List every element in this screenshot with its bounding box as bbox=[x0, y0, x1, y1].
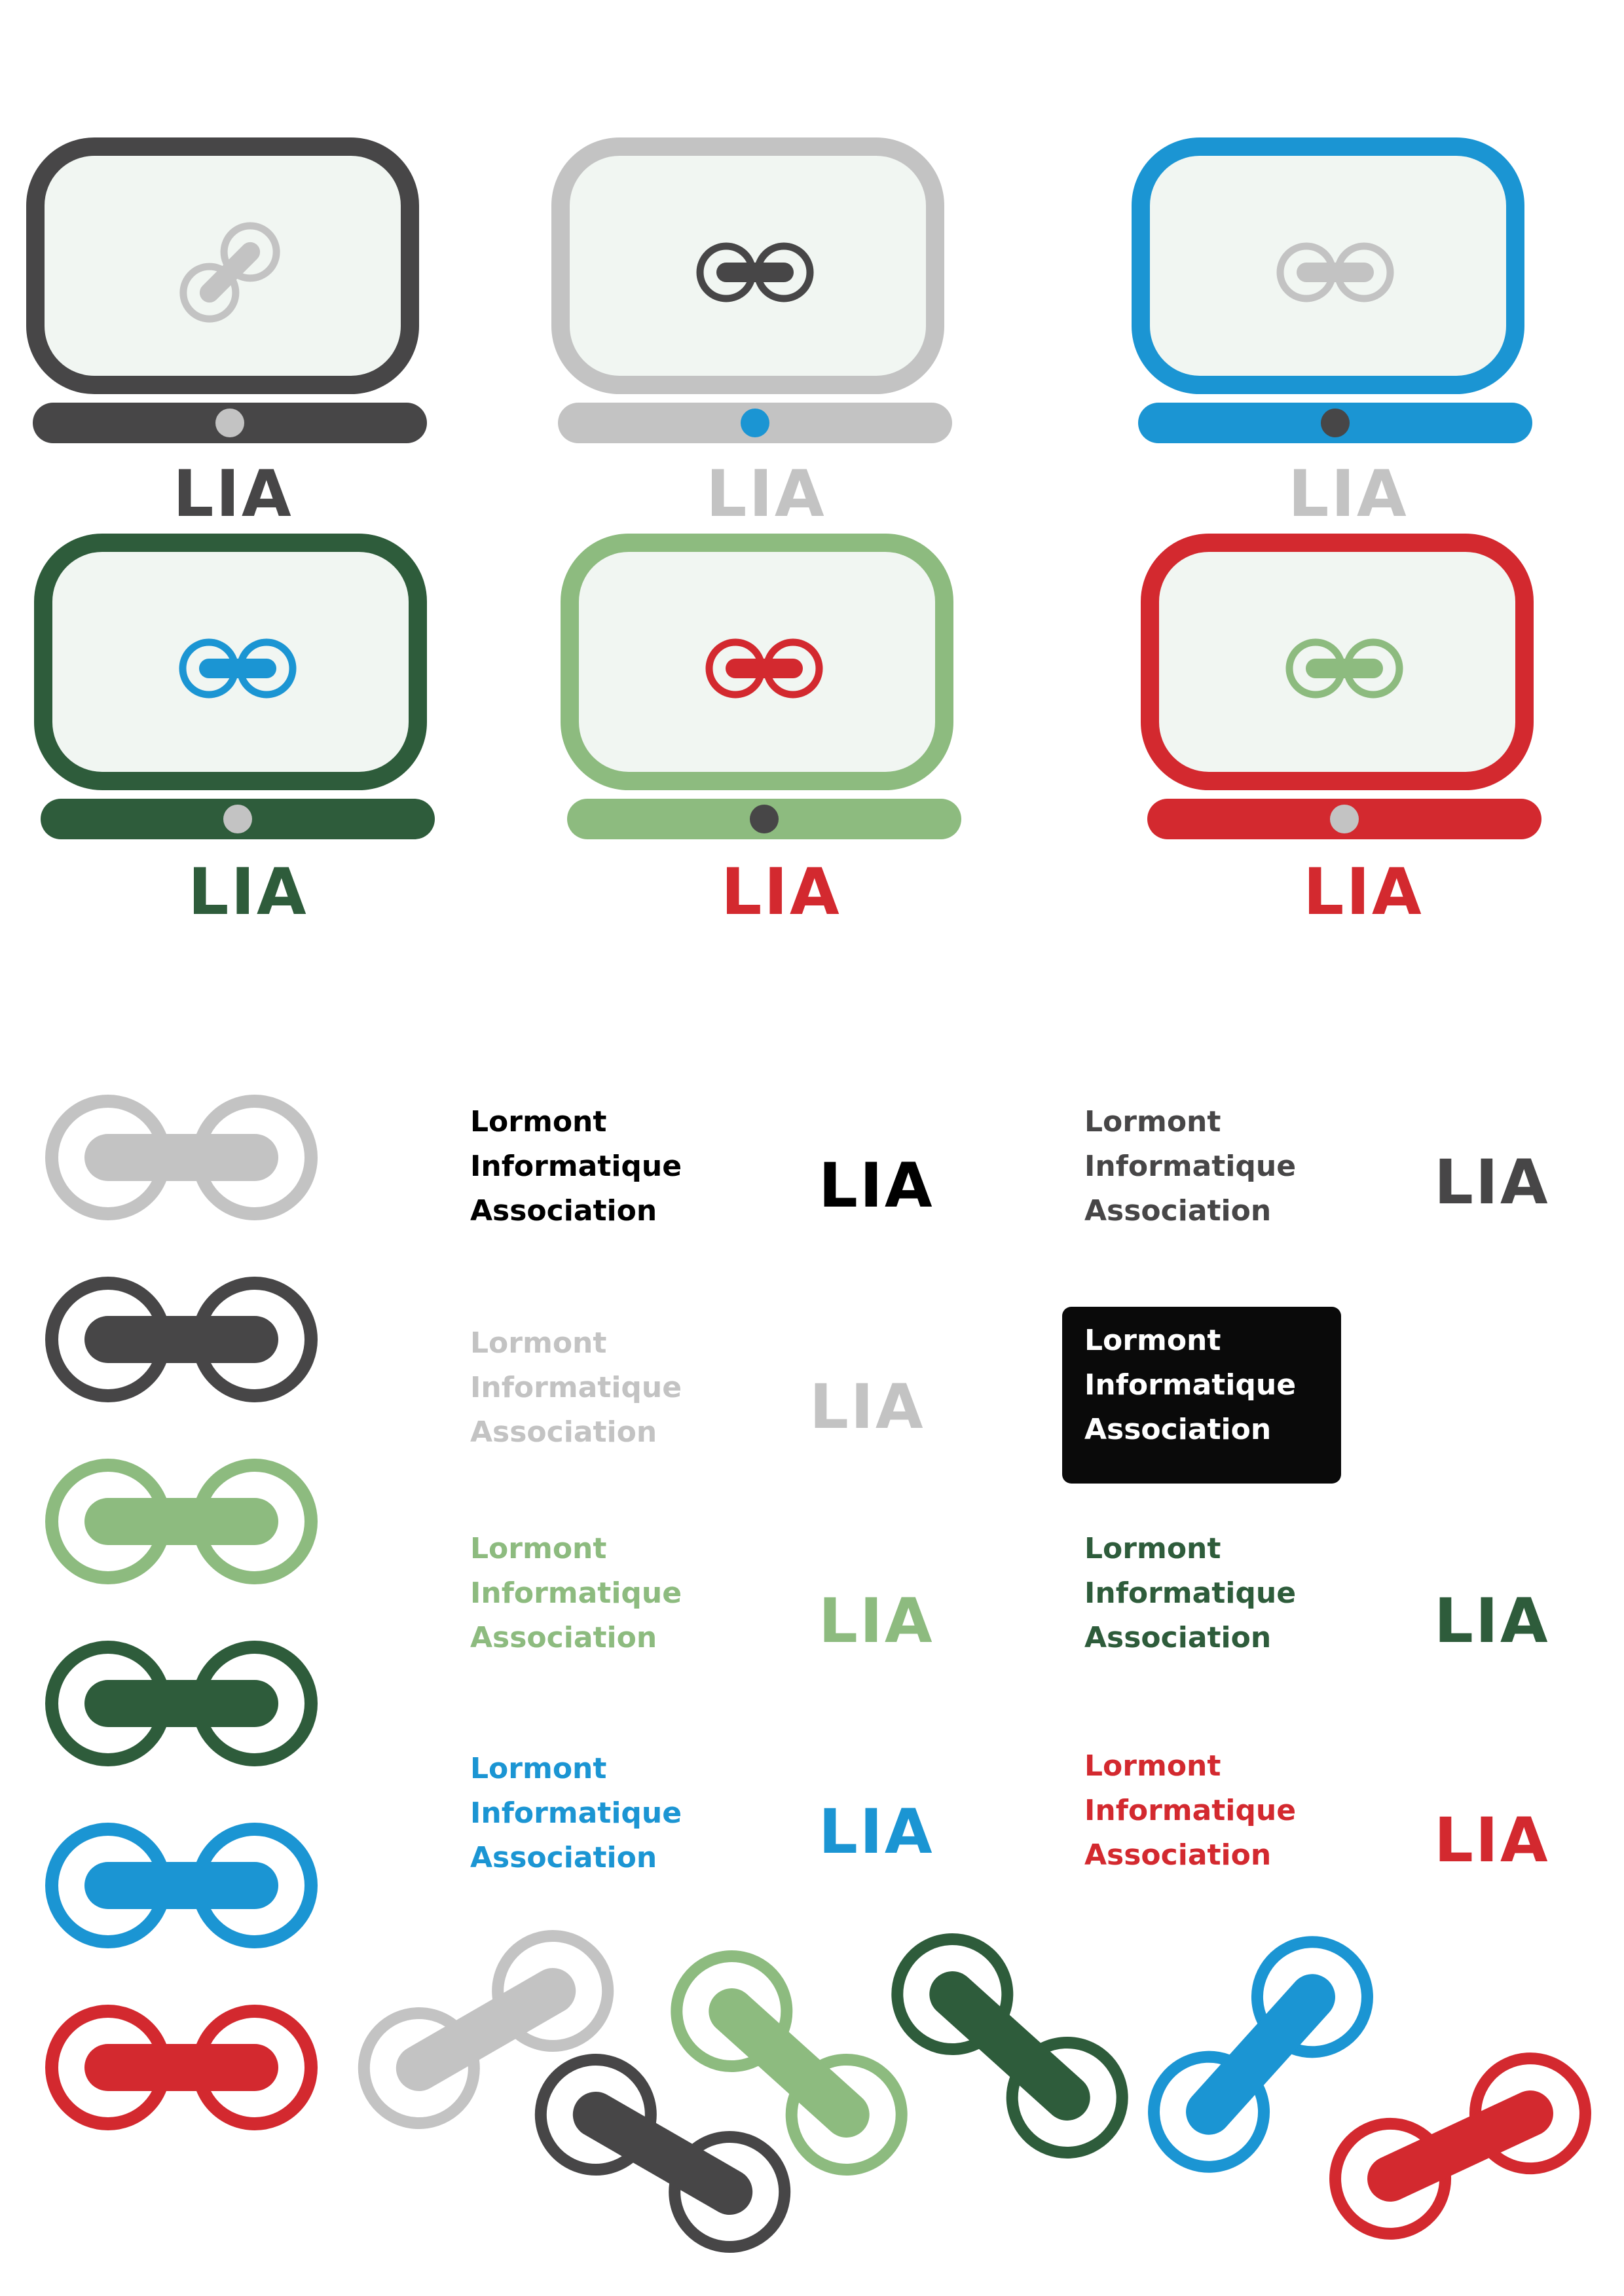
wordmark-lia-8: LIA bbox=[1434, 1805, 1550, 1876]
laptop-dot bbox=[223, 805, 252, 833]
wordmark-line: Association bbox=[470, 1841, 657, 1874]
scattered-chain-icon bbox=[534, 2054, 791, 2253]
chain-icon bbox=[45, 1641, 318, 1766]
scattered-chain-icon bbox=[1329, 2052, 1591, 2240]
wordmark-line: Association bbox=[1084, 1413, 1272, 1446]
laptop-dot bbox=[1321, 409, 1350, 437]
laptop-label-1: LIA bbox=[173, 457, 293, 532]
laptop-label-2: LIA bbox=[706, 457, 826, 532]
wordmark-8: Lormont Informatique Association bbox=[1084, 1744, 1296, 1878]
scattered-chain-icon bbox=[671, 1950, 908, 2176]
wordmark-line: Lormont bbox=[1084, 1749, 1221, 1783]
wordmark-7: Lormont Informatique Association bbox=[470, 1747, 682, 1880]
chain-icon bbox=[45, 1459, 318, 1584]
laptop-logo bbox=[34, 534, 435, 839]
wordmark-line: Informatique bbox=[1084, 1794, 1297, 1827]
scattered-chain-icon bbox=[891, 1933, 1128, 2159]
wordmark-dark-box bbox=[1062, 1307, 1341, 1484]
link-icon bbox=[705, 638, 823, 699]
laptop-dot bbox=[215, 409, 244, 437]
link-icon bbox=[1276, 242, 1394, 302]
wordmark-line: Lormont bbox=[470, 1752, 607, 1785]
wordmark-line: Lormont bbox=[470, 1326, 607, 1360]
link-icon bbox=[179, 638, 297, 699]
wordmark-6: Lormont Informatique Association bbox=[1084, 1527, 1296, 1660]
wordmark-lia-7: LIA bbox=[819, 1796, 934, 1868]
wordmark-line: Association bbox=[1084, 1194, 1272, 1228]
chain-icon bbox=[45, 1277, 318, 1402]
wordmark-line: Association bbox=[1084, 1621, 1272, 1654]
wordmark-lia-1: LIA bbox=[819, 1150, 934, 1222]
wordmark-line: Lormont bbox=[470, 1105, 607, 1139]
wordmark-2: Lormont Informatique Association bbox=[1084, 1100, 1296, 1233]
wordmark-line: Informatique bbox=[470, 1796, 682, 1830]
scattered-chain-icon bbox=[1148, 1936, 1373, 2173]
wordmark-line: Informatique bbox=[470, 1371, 682, 1404]
wordmark-3: Lormont Informatique Association bbox=[470, 1321, 682, 1455]
chain-icon bbox=[45, 1095, 318, 1220]
wordmark-line: Association bbox=[470, 1415, 657, 1449]
link-icon bbox=[1285, 638, 1403, 699]
laptop-logo bbox=[1132, 137, 1532, 443]
wordmark-lia-5: LIA bbox=[819, 1586, 934, 1657]
chain-icon bbox=[45, 2005, 318, 2130]
wordmark-5: Lormont Informatique Association bbox=[470, 1527, 682, 1660]
chain-icon bbox=[45, 1823, 318, 1948]
laptop-dot bbox=[741, 409, 769, 437]
wordmark-line: Association bbox=[470, 1621, 657, 1654]
laptop-label-5: LIA bbox=[721, 855, 841, 930]
laptop-logo bbox=[26, 137, 427, 443]
wordmark-line: Informatique bbox=[1084, 1368, 1297, 1402]
laptop-label-3: LIA bbox=[1288, 457, 1409, 532]
laptop-label-4: LIA bbox=[188, 855, 308, 930]
wordmark-4: Lormont Informatique Association bbox=[1084, 1319, 1296, 1452]
scattered-chain-icon bbox=[358, 1930, 614, 2129]
wordmark-line: Lormont bbox=[470, 1532, 607, 1565]
wordmark-lia-6: LIA bbox=[1434, 1586, 1550, 1657]
laptop-dot bbox=[750, 805, 779, 833]
link-icon bbox=[696, 242, 814, 302]
laptop-logo bbox=[1141, 534, 1541, 839]
laptop-dot bbox=[1330, 805, 1359, 833]
wordmark-lia-3: LIA bbox=[809, 1372, 925, 1443]
link-icon bbox=[179, 222, 280, 323]
wordmark-line: Informatique bbox=[470, 1576, 682, 1610]
wordmark-1: Lormont Informatique Association bbox=[470, 1100, 682, 1233]
wordmark-line: Association bbox=[1084, 1838, 1272, 1872]
wordmark-line: Informatique bbox=[1084, 1576, 1297, 1610]
wordmark-line: Lormont bbox=[1084, 1532, 1221, 1565]
wordmark-line: Lormont bbox=[1084, 1105, 1221, 1139]
laptop-logo bbox=[561, 534, 961, 839]
wordmark-line: Lormont bbox=[1084, 1324, 1221, 1357]
wordmark-line: Informatique bbox=[1084, 1150, 1297, 1183]
wordmark-lia-2: LIA bbox=[1434, 1147, 1550, 1218]
laptop-label-6: LIA bbox=[1303, 855, 1424, 930]
wordmark-line: Informatique bbox=[470, 1150, 682, 1183]
wordmark-line: Association bbox=[470, 1194, 657, 1228]
laptop-logo bbox=[551, 137, 952, 443]
